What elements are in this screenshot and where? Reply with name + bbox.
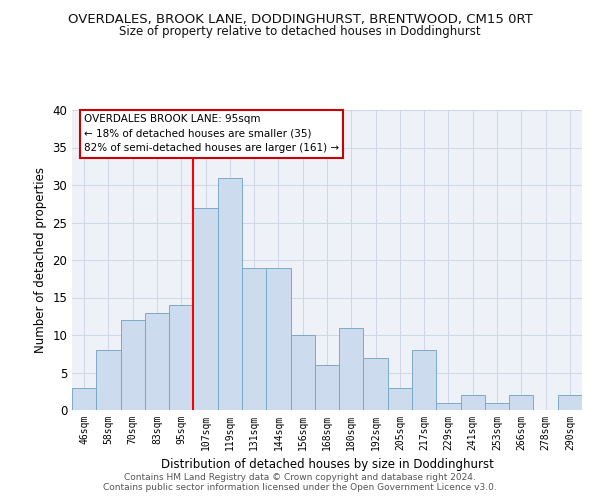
Bar bbox=[242, 268, 266, 410]
Y-axis label: Number of detached properties: Number of detached properties bbox=[34, 167, 47, 353]
Bar bbox=[266, 268, 290, 410]
Bar bbox=[96, 350, 121, 410]
X-axis label: Distribution of detached houses by size in Doddinghurst: Distribution of detached houses by size … bbox=[161, 458, 493, 471]
Bar bbox=[412, 350, 436, 410]
Bar bbox=[509, 395, 533, 410]
Bar bbox=[461, 395, 485, 410]
Bar bbox=[72, 388, 96, 410]
Bar bbox=[121, 320, 145, 410]
Bar bbox=[145, 312, 169, 410]
Bar bbox=[388, 388, 412, 410]
Text: OVERDALES BROOK LANE: 95sqm
← 18% of detached houses are smaller (35)
82% of sem: OVERDALES BROOK LANE: 95sqm ← 18% of det… bbox=[84, 114, 339, 154]
Bar bbox=[436, 402, 461, 410]
Bar bbox=[485, 402, 509, 410]
Text: Contains HM Land Registry data © Crown copyright and database right 2024.
Contai: Contains HM Land Registry data © Crown c… bbox=[103, 473, 497, 492]
Bar bbox=[339, 328, 364, 410]
Bar bbox=[315, 365, 339, 410]
Bar bbox=[558, 395, 582, 410]
Text: Size of property relative to detached houses in Doddinghurst: Size of property relative to detached ho… bbox=[119, 25, 481, 38]
Bar bbox=[364, 358, 388, 410]
Bar bbox=[290, 335, 315, 410]
Bar bbox=[218, 178, 242, 410]
Bar bbox=[193, 208, 218, 410]
Text: OVERDALES, BROOK LANE, DODDINGHURST, BRENTWOOD, CM15 0RT: OVERDALES, BROOK LANE, DODDINGHURST, BRE… bbox=[68, 12, 532, 26]
Bar bbox=[169, 305, 193, 410]
